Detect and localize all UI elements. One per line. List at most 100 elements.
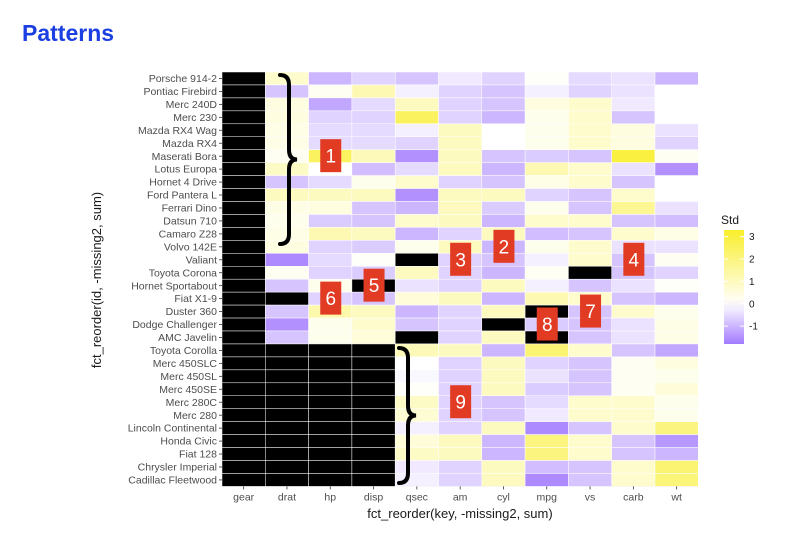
pattern-marker-label: 4 — [629, 250, 640, 271]
y-tick-label: Lincoln Continental — [128, 423, 217, 435]
x-tick-label: am — [453, 491, 468, 503]
heatmap-cell — [524, 395, 569, 409]
heatmap-cell — [481, 214, 526, 228]
heatmap-cell — [351, 356, 396, 371]
pattern-marker-box — [320, 139, 342, 173]
heatmap-cell — [654, 447, 699, 461]
x-tick-label: disp — [364, 491, 383, 503]
heatmap-cell — [265, 460, 309, 474]
heatmap-cell — [221, 253, 266, 267]
heatmap-cell — [524, 408, 569, 422]
heatmap-cell — [611, 421, 656, 435]
heatmap-cell — [611, 343, 656, 358]
heatmap-cell — [308, 447, 353, 461]
heatmap-cell — [351, 71, 396, 86]
heatmap-cell — [481, 421, 526, 435]
heatmap-cell — [394, 175, 439, 189]
heatmap-cell — [438, 304, 483, 319]
pattern-marker-box — [536, 307, 558, 341]
heatmap-cell — [308, 84, 353, 99]
heatmap-cell — [351, 110, 396, 125]
heatmap-cell — [568, 330, 612, 345]
heatmap-cell — [568, 447, 612, 461]
heatmap-cell — [654, 162, 699, 176]
heatmap-cell — [308, 266, 353, 280]
legend-ticks: 3 2 1 0 -1 — [724, 232, 758, 333]
legend-tick-label: 3 — [749, 232, 755, 243]
heatmap-cell — [351, 395, 396, 409]
pattern-marker-box — [320, 281, 342, 315]
heatmap-cell — [394, 266, 439, 280]
heatmap-cell — [654, 278, 699, 293]
y-tick-label: Merc 450SLC — [153, 358, 218, 370]
heatmap-cell — [481, 71, 526, 86]
heatmap-cell — [351, 408, 396, 422]
heatmap-cell — [221, 369, 266, 384]
heatmap-cell — [394, 317, 439, 332]
heatmap-cell — [568, 369, 612, 384]
heatmap-cell — [308, 317, 353, 332]
heatmap-cell — [265, 473, 309, 487]
legend-tick-label: 0 — [749, 299, 755, 310]
legend-colorbar — [724, 230, 744, 344]
heatmap-cell — [481, 408, 526, 422]
heatmap-cell — [351, 162, 396, 176]
heatmap-cell — [265, 149, 309, 163]
heatmap-cell — [524, 97, 569, 112]
heatmap-cell — [394, 460, 439, 474]
heatmap-cell — [481, 201, 526, 215]
heatmap-cell — [524, 291, 569, 306]
heatmap-cell — [394, 214, 439, 228]
heatmap-cell — [308, 408, 353, 422]
y-tick-label: Duster 360 — [166, 306, 218, 318]
heatmap-cell — [611, 304, 656, 319]
legend-tick-label: 1 — [749, 277, 755, 288]
heatmap-cell — [568, 356, 612, 371]
heatmap-cell — [394, 447, 439, 461]
heatmap-cell — [654, 330, 699, 345]
pattern-marker-box — [623, 242, 645, 276]
heatmap-cell — [524, 343, 569, 358]
pattern-marker: 3 — [450, 242, 472, 276]
heatmap-cell — [308, 356, 353, 371]
pattern-marker: 2 — [493, 229, 515, 263]
heatmap-cell — [351, 201, 396, 215]
heatmap-cell — [654, 356, 699, 371]
heatmap-cell — [221, 71, 266, 86]
heatmap-cell — [351, 188, 396, 202]
heatmap-cell — [351, 382, 396, 396]
heatmap-cell — [438, 343, 483, 358]
heatmap-cell — [265, 278, 309, 293]
heatmap-cell — [221, 136, 266, 150]
heatmap-cell — [438, 473, 483, 487]
y-tick-label: Mazda RX4 Wag — [138, 125, 217, 137]
y-tick-label: Merc 230 — [173, 112, 217, 124]
heatmap-cell — [265, 447, 309, 461]
heatmap-cell — [568, 188, 612, 202]
heatmap-cell — [221, 149, 266, 163]
heatmap-cell — [611, 473, 656, 487]
heatmap-cell — [481, 149, 526, 163]
heatmap-cell — [654, 421, 699, 435]
heatmap-cell — [524, 460, 569, 474]
heatmap-cell — [524, 71, 569, 86]
heatmap-cell — [568, 421, 612, 435]
heatmap-cell — [611, 408, 656, 422]
pattern-marker-label: 3 — [455, 250, 466, 271]
heatmap-cell — [524, 278, 569, 293]
heatmap-cell — [351, 447, 396, 461]
heatmap-cell — [221, 356, 266, 371]
pattern-marker-label: 7 — [585, 302, 596, 323]
y-tick-label: Ford Pantera L — [147, 190, 217, 202]
heatmap-cell — [221, 395, 266, 409]
legend: Std 3 2 1 0 -1 — [721, 213, 758, 344]
pattern-marker-label: 1 — [325, 147, 336, 168]
heatmap-cell — [394, 408, 439, 422]
heatmap-cell — [568, 136, 612, 150]
heatmap-cell — [524, 382, 569, 396]
heatmap-cell — [394, 434, 439, 448]
heatmap-cell — [394, 253, 439, 267]
heatmap-cell — [394, 136, 439, 150]
pattern-marker-box — [493, 229, 515, 263]
heatmap-cell — [481, 382, 526, 396]
